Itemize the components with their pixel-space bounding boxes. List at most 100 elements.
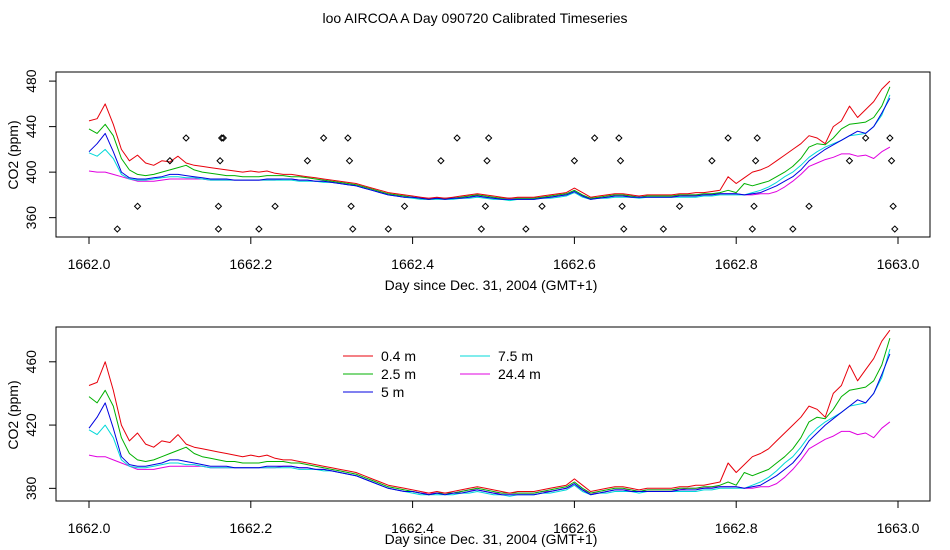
diamond-marker (133, 202, 142, 210)
series-line-0-4-m-top (88, 80, 891, 199)
diamond-marker (616, 157, 625, 165)
legend-label: 5 m (381, 384, 404, 400)
diamond-marker (349, 225, 357, 233)
plot-frame-bottom (55, 326, 931, 502)
series-line-0-4-m-bottom (88, 329, 891, 494)
diamond-marker (891, 225, 899, 233)
diamond-marker (216, 157, 224, 165)
diamond-marker (384, 225, 393, 233)
page-title: loo AIRCOA A Day 090720 Calibrated Times… (322, 10, 628, 26)
panel-bottom: 1662.0 1662.2 1662.4 1662.6 1662.8 1663.0 380… (5, 326, 931, 547)
legend-label: 0.4 m (381, 348, 416, 364)
x-axis-label-bottom: Day since Dec. 31, 2004 (GMT+1) (385, 531, 598, 547)
diamond-marker (724, 134, 732, 142)
diamond-marker (805, 202, 813, 210)
diamond-marker (620, 225, 628, 233)
diamond-marker (271, 202, 279, 210)
diamond-marker (303, 157, 312, 165)
series-lines-top (88, 80, 891, 202)
series-line-5-m-top (88, 97, 891, 200)
x-tick-label: 1663.0 (877, 520, 920, 536)
legend-label: 2.5 m (381, 366, 416, 382)
y-tick-label: 360 (23, 206, 39, 230)
x-tick-label: 1662.4 (391, 520, 434, 536)
diamond-marker (481, 202, 490, 210)
y-tick-label: 480 (23, 69, 39, 93)
x-tick-label: 1662.8 (715, 256, 758, 272)
series-line-24-4-m-bottom (88, 421, 891, 494)
x-tick-label: 1662.0 (68, 520, 111, 536)
y-axis-ticks-top: 360 400 440 480 (23, 69, 56, 229)
series-lines-bottom (88, 329, 891, 497)
diamond-marker (615, 134, 623, 142)
diamond-marker (166, 157, 174, 165)
series-line-5-m-bottom (88, 353, 891, 496)
x-tick-label: 1662.6 (553, 520, 596, 536)
diamond-marker (887, 157, 896, 165)
diamond-marker (618, 202, 626, 210)
diamond-marker (437, 157, 445, 165)
diamond-marker (861, 134, 870, 142)
diamond-marker (319, 134, 328, 142)
diamond-marker (886, 134, 894, 142)
legend-label: 24.4 m (498, 366, 541, 382)
diamond-marker (453, 134, 461, 142)
y-axis-ticks-bottom: 380 420 460 (23, 350, 56, 500)
y-axis-label-top: CO2 (ppm) (5, 120, 21, 189)
diamond-marker (538, 202, 546, 210)
diamond-marker (219, 134, 228, 142)
diamond-marker (400, 202, 409, 210)
diamond-markers-top (113, 134, 899, 233)
diamond-marker (347, 202, 355, 210)
diamond-marker (522, 225, 530, 233)
diamond-marker (344, 134, 352, 142)
diamond-marker (748, 225, 757, 233)
x-tick-label: 1662.4 (391, 256, 434, 272)
y-tick-label: 380 (23, 476, 39, 500)
legend: 0.4 m 2.5 m 5 m 7.5 m 24.4 m (343, 348, 541, 400)
y-tick-label: 460 (23, 350, 39, 374)
x-axis-ticks-top: 1662.0 1662.2 1662.4 1662.6 1662.8 1663.0 (68, 237, 920, 272)
diamond-marker (182, 134, 190, 142)
x-axis-label-top: Day since Dec. 31, 2004 (GMT+1) (385, 277, 598, 293)
diamond-marker (217, 134, 226, 142)
diamond-marker (477, 225, 486, 233)
y-axis-label-bottom: CO2 (ppm) (5, 380, 21, 449)
series-line-7-5-m-top (88, 94, 891, 202)
diamond-marker (345, 157, 354, 165)
diamond-marker (789, 225, 797, 233)
x-tick-label: 1662.6 (553, 256, 596, 272)
y-tick-label: 400 (23, 160, 39, 184)
diamond-marker (214, 225, 223, 233)
x-axis-ticks-bottom: 1662.0 1662.2 1662.4 1662.6 1662.8 1663.0 (68, 501, 920, 536)
diamond-marker (659, 225, 668, 233)
diamond-marker (483, 157, 491, 165)
diamond-marker (708, 157, 716, 165)
x-tick-label: 1662.8 (715, 520, 758, 536)
y-tick-label: 420 (23, 413, 39, 437)
y-tick-label: 440 (23, 115, 39, 139)
plot-frame-top (55, 71, 931, 238)
panel-top: 1662.0 1662.2 1662.4 1662.6 1662.8 1663.0 360… (5, 69, 931, 293)
diamond-marker (889, 202, 897, 210)
diamond-marker (590, 134, 599, 142)
diamond-marker (484, 134, 493, 142)
series-line-7-5-m-bottom (88, 348, 891, 497)
diamond-marker (675, 202, 684, 210)
diamond-marker (750, 202, 758, 210)
x-tick-label: 1662.2 (229, 520, 272, 536)
diamond-marker (214, 202, 223, 210)
diamond-marker (113, 225, 122, 233)
diamond-marker (753, 134, 761, 142)
series-line-2-5-m-top (88, 86, 891, 200)
x-tick-label: 1662.2 (229, 256, 272, 272)
diamond-marker (570, 157, 579, 165)
x-tick-label: 1662.0 (68, 256, 111, 272)
x-tick-label: 1663.0 (877, 256, 920, 272)
diamond-marker (845, 157, 854, 165)
diamond-marker (255, 225, 263, 233)
series-line-2-5-m-bottom (88, 337, 891, 496)
legend-label: 7.5 m (498, 348, 533, 364)
diamond-marker (751, 157, 760, 165)
